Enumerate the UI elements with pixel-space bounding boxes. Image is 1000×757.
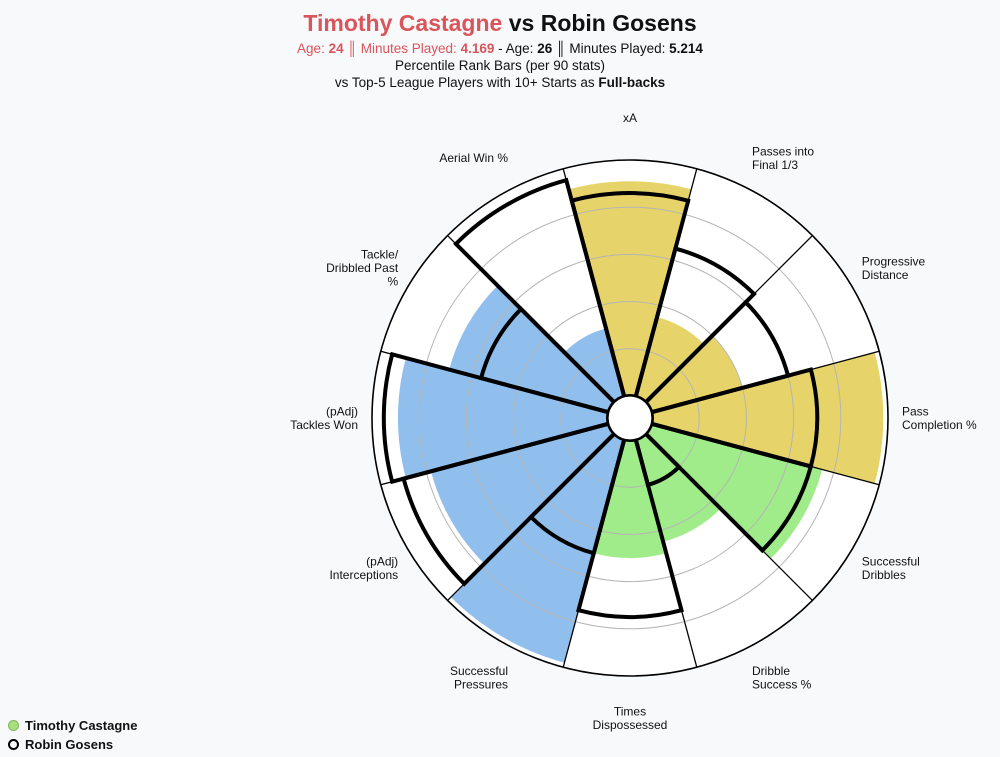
category-label-3: Progressive Distance: [862, 254, 926, 282]
category-label-1: xA: [623, 111, 637, 125]
legend-item-gosens: Robin Gosens: [8, 735, 137, 754]
category-label-11: Tackle/Dribbled Past%: [326, 248, 399, 289]
subtitle-2-bold: Full-backs: [598, 75, 666, 90]
category-label-12: Aerial Win %: [439, 151, 508, 165]
p1-minutes: 4.169: [460, 41, 495, 56]
p2-minutes: 5.214: [669, 41, 703, 56]
bar-castagne-1: [568, 181, 692, 397]
p2-minutes-label: Minutes Played:: [569, 41, 666, 56]
p1-minutes-label: Minutes Played:: [360, 41, 457, 56]
legend-item-castagne: Timothy Castagne: [8, 716, 137, 735]
p2-age: 26: [537, 41, 553, 56]
title-player1: Timothy Castagne: [303, 10, 503, 36]
legend-label-castagne: Timothy Castagne: [25, 718, 138, 733]
p2-age-label: Age:: [505, 41, 534, 56]
category-label-8: Successful Pressures: [450, 664, 508, 692]
p2-separator: ║: [555, 41, 566, 56]
chart-header: Timothy Castagne vs Robin Gosens Age: 24…: [0, 8, 1000, 91]
subtitle-2-prefix: vs Top-5 League Players with 10+ Starts …: [334, 75, 595, 90]
category-label-6: Dribble Success %: [752, 664, 812, 692]
player-info-line: Age: 24 ║ Minutes Played: 4.169 - Age: 2…: [0, 40, 1000, 57]
title-vs: vs: [508, 10, 535, 36]
bar-castagne-9: [430, 423, 615, 564]
legend-label-gosens: Robin Gosens: [25, 737, 114, 752]
legend: Timothy Castagne Robin Gosens: [8, 716, 137, 754]
category-label-4: Pass Completion %: [902, 404, 977, 432]
subtitle-1: Percentile Rank Bars (per 90 stats): [394, 58, 606, 73]
bar-castagne-11: [449, 285, 615, 413]
p1-separator: ║: [347, 41, 357, 56]
category-label-7: Times Dispossessed: [593, 704, 668, 732]
grid-ring-20: [560, 348, 700, 488]
bar-castagne-8: [450, 433, 625, 663]
category-label-10: (pAdj) Tackles Won: [290, 404, 358, 432]
legend-swatch-gosens: [8, 739, 19, 750]
bar-castagne-5: [645, 423, 823, 559]
category-label-9: (pAdj) Interceptions: [329, 554, 398, 582]
grid-ring-40: [513, 301, 747, 535]
category-label-2: Passes into Final 1/3: [752, 144, 814, 172]
chart-title: Timothy Castagne vs Robin Gosens: [0, 8, 1000, 38]
outer-circle: [371, 159, 889, 677]
p1-age: 24: [328, 41, 344, 56]
grid-ring-80: [418, 206, 842, 630]
legend-swatch-castagne: [8, 720, 19, 731]
info-dash: -: [498, 41, 503, 56]
subtitle-2: vs Top-5 League Players with 10+ Starts …: [0, 74, 1000, 91]
bar-castagne-10: [397, 357, 609, 479]
title-player2: Robin Gosens: [540, 10, 697, 36]
center-circle: [607, 395, 653, 441]
grid-ring-60: [465, 253, 795, 583]
bar-castagne-4: [651, 352, 884, 484]
p1-age-label: Age:: [297, 41, 325, 56]
bar-castagne-7: [593, 439, 667, 558]
category-label-5: Successful Dribbles: [862, 554, 920, 582]
